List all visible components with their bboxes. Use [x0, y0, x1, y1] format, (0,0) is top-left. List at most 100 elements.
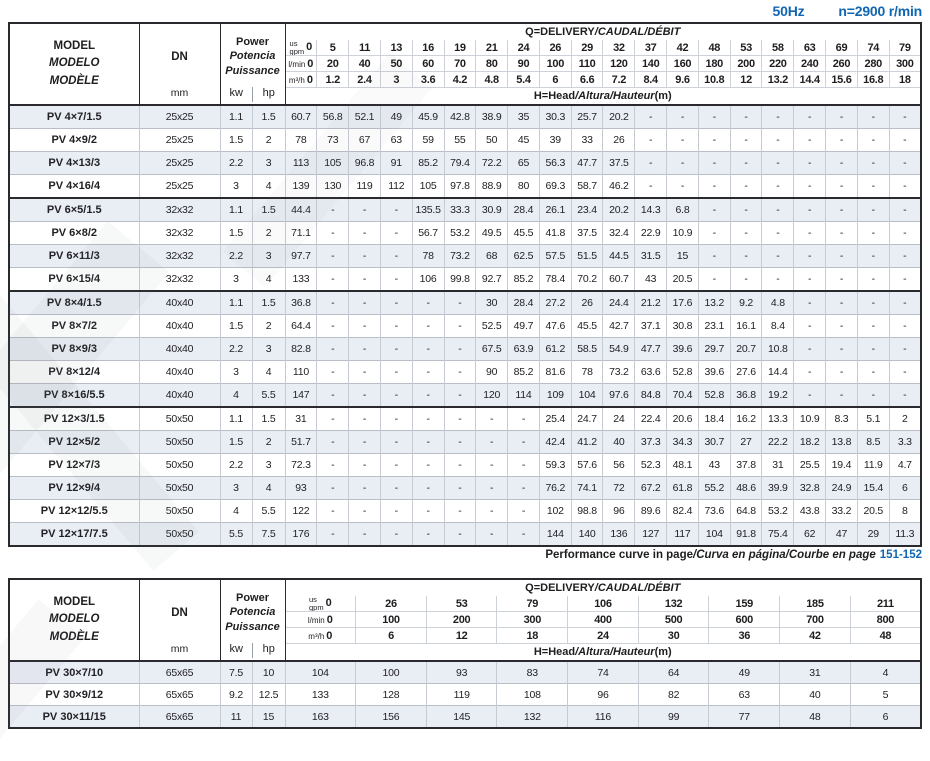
- flow-value-cell: 160: [666, 55, 699, 72]
- flow-value-cell: 200: [729, 55, 762, 72]
- table-body: PV 30×7/10 65x65 7.5 10 104 100 93 83 74 64 49 31 4 P…: [9, 660, 921, 728]
- head-value-cell: 44.5: [602, 244, 635, 268]
- dn-header-cell: DN mm: [139, 579, 221, 661]
- head-value-cell: 98.8: [570, 499, 603, 523]
- dn-cell: 40x40: [138, 290, 220, 315]
- head-value-cell: -: [634, 104, 667, 129]
- table-row: PV 12×5/2 50x50 1.5 2 51.7- - - - - - -42.4 41.2 40 3…: [9, 430, 921, 454]
- hp-cell: 2: [251, 221, 286, 245]
- kw-label: kw: [229, 87, 243, 99]
- table-row: PV 30×7/10 65x65 7.5 10 104 100 93 83 74 64 49 31 4: [9, 660, 921, 684]
- hp-label: hp: [252, 643, 284, 658]
- flow-value-cell: 5: [316, 40, 349, 56]
- head-value-cell: -: [379, 337, 413, 361]
- head-value-cell: -: [888, 314, 921, 338]
- h-unit: (m): [654, 90, 672, 102]
- head-value-cell: 57.6: [570, 453, 603, 477]
- head-value-cell: 15: [666, 244, 699, 268]
- head-value-cell: 128: [355, 683, 427, 706]
- head-value-cell: 78.4: [538, 267, 572, 291]
- hp-cell: 1.5: [251, 406, 286, 431]
- head-value-cell: 5.1: [856, 406, 890, 431]
- head-value-cell: -: [666, 128, 699, 152]
- head-value-cell: 63: [379, 128, 413, 152]
- table-header: MODEL MODELO MODÈLE DN mm Power Potencia Puissa…: [9, 579, 921, 661]
- head-value-cell: 13.3: [761, 406, 794, 431]
- head-value-cell: -: [316, 337, 349, 361]
- model-cell: PV 12×5/2: [9, 430, 139, 454]
- flow-value-cell: 6: [538, 71, 572, 88]
- head-value-cell: 39: [538, 128, 572, 152]
- head-value-cell: 4: [849, 660, 921, 684]
- flow-value-cell: 700: [779, 611, 851, 628]
- head-value-cell: 3.3: [888, 430, 921, 454]
- head-value-cell: 29.7: [697, 337, 731, 361]
- head-value-cell: -: [411, 337, 444, 361]
- head-value-cell: 78: [284, 128, 317, 152]
- head-value-cell: -: [888, 360, 921, 384]
- dn-cell: 65x65: [138, 683, 220, 706]
- model-label: MODEL: [53, 596, 96, 609]
- header-row: MODEL MODELO MODÈLE DN mm Power Potencia Puissa…: [9, 23, 921, 105]
- head-value-cell: 33.2: [825, 499, 858, 523]
- flow-value-cell: 300: [888, 55, 921, 72]
- table-row: PV 12×9/4 50x50 3 4 93- - - - - - -76.2 74.1 72 67.2 6…: [9, 476, 921, 500]
- head-value-cell: 13.2: [697, 290, 731, 315]
- head-value-cell: 108: [496, 683, 568, 706]
- head-value-cell: -: [379, 476, 413, 500]
- model-cell: PV 6×8/2: [9, 221, 139, 245]
- dn-cell: 65x65: [138, 705, 220, 728]
- head-value-cell: 85.2: [507, 360, 540, 384]
- head-value-cell: -: [856, 104, 890, 129]
- head-value-cell: 32.4: [602, 221, 635, 245]
- header-row: H=Head/Altura/Hauteur(m): [9, 643, 921, 661]
- flow-value-cell: 100: [355, 611, 427, 628]
- head-value-cell: 27: [729, 430, 762, 454]
- flow-value-cell: 21: [475, 40, 508, 56]
- head-value-cell: 85.2: [507, 267, 540, 291]
- hp-cell: 3: [251, 244, 286, 268]
- head-value-cell: 56.8: [316, 104, 349, 129]
- head-value-cell: 47: [825, 522, 858, 546]
- head-value-cell: -: [316, 453, 349, 477]
- head-value-cell: 35: [507, 104, 540, 129]
- head-value-cell: -: [348, 383, 381, 407]
- head-value-cell: 117: [666, 522, 699, 546]
- dn-cell: 25x25: [138, 151, 220, 175]
- flow-value-cell: 50: [379, 55, 413, 72]
- model-cell: PV 4×13/3: [9, 151, 139, 175]
- head-value-cell: -: [379, 221, 413, 245]
- head-value-cell: -: [348, 453, 381, 477]
- q-delivery-title: Q=DELIVERY/CAUDAL/DÉBIT: [285, 23, 921, 40]
- flow-value-cell: 7.2: [602, 71, 635, 88]
- head-value-cell: 29: [856, 522, 890, 546]
- hp-cell: 2: [251, 314, 286, 338]
- head-value-cell: -: [507, 499, 540, 523]
- flow-value-cell: 20: [316, 55, 349, 72]
- head-value-cell: 99: [637, 705, 709, 728]
- head-value-cell: 42.8: [443, 104, 476, 129]
- head-value-cell: -: [411, 522, 444, 546]
- flow-value-cell: 29: [570, 40, 603, 56]
- head-value-cell: 84.8: [634, 383, 667, 407]
- head-value-cell: 47.6: [538, 314, 572, 338]
- flow-zero-value: 0: [307, 57, 314, 70]
- head-value-cell: -: [856, 151, 890, 175]
- hp-cell: 5.5: [251, 499, 286, 523]
- head-value-cell: -: [348, 221, 381, 245]
- head-value-cell: -: [697, 197, 731, 222]
- flow-value-cell: 80: [475, 55, 508, 72]
- head-value-cell: 20.5: [856, 499, 890, 523]
- flow-value-cell: 79: [496, 596, 568, 612]
- model-cell: PV 4×9/2: [9, 128, 139, 152]
- specs-table-small: MODEL MODELO MODÈLE DN mm Power Potencia Puissa…: [8, 22, 922, 547]
- head-value-cell: -: [761, 197, 794, 222]
- head-value-cell: -: [316, 221, 349, 245]
- head-value-cell: 33.3: [443, 197, 476, 222]
- flow-value-cell: 4.2: [443, 71, 476, 88]
- flow-value-cell: 30: [637, 627, 709, 644]
- head-value-cell: -: [475, 430, 508, 454]
- head-value-cell: -: [888, 290, 921, 315]
- head-value-cell: -: [793, 290, 826, 315]
- head-value-cell: 30.7: [697, 430, 731, 454]
